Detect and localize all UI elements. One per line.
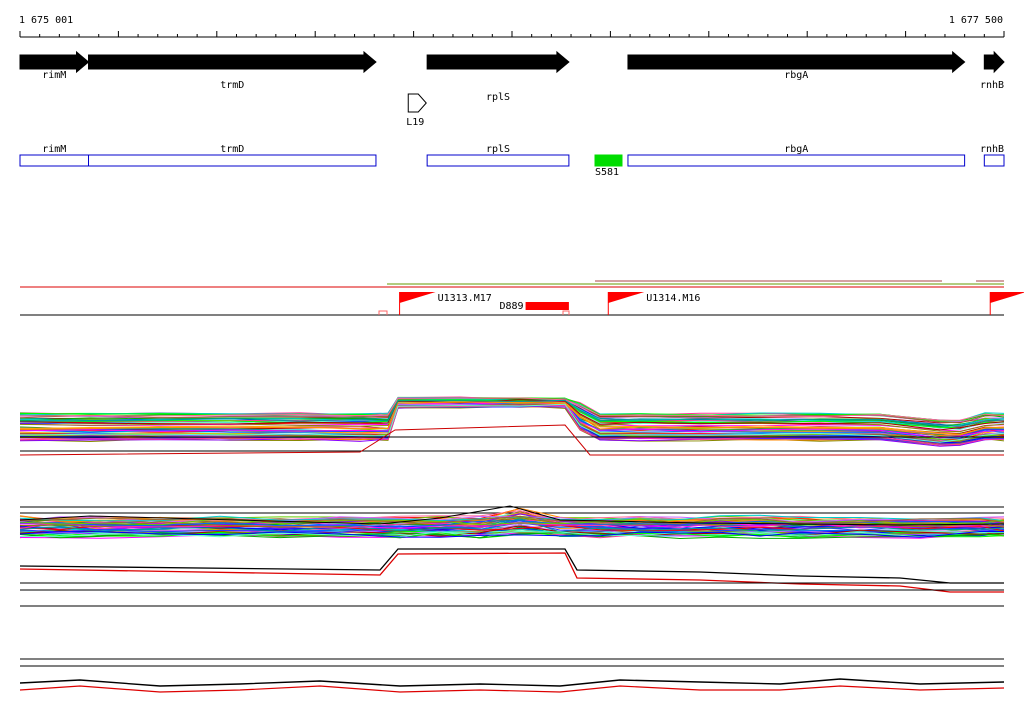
expression-series-line [19, 531, 1004, 538]
expression-track-4[interactable] [19, 658, 1005, 693]
expression-series-line [19, 401, 1005, 439]
expression-series-line [19, 400, 1005, 435]
ruler-start-label: 1 675 001 [19, 15, 73, 26]
ruler-end-label: 1 677 500 [949, 15, 1003, 26]
tu-flag-icon[interactable] [399, 292, 436, 303]
gene-arrow-rnhb[interactable] [983, 50, 1005, 74]
expression-series-line [19, 402, 1005, 440]
tu-flag-icon[interactable] [608, 292, 645, 303]
gene-box-label-rnhb: rnhB [980, 144, 1004, 155]
gene-label-rimm: rimM [42, 70, 66, 81]
expression-series-line [19, 398, 1005, 429]
gene-arrow-rimm[interactable] [19, 50, 90, 74]
expression-track-3[interactable] [20, 582, 1004, 607]
promoter-l19[interactable]: L19 [406, 93, 427, 128]
annotation-mark[interactable] [594, 154, 623, 167]
tu-flag-icon[interactable] [990, 292, 1024, 303]
expression-track-2[interactable] [19, 505, 1005, 593]
gene-box-rbga[interactable] [627, 154, 966, 167]
expr2-red-line [19, 552, 1004, 593]
gene-track[interactable]: rimM trmD rplS rbgA rnhB [19, 50, 1005, 103]
gene-arrow-trmd[interactable] [88, 50, 377, 74]
expression-series-line [19, 403, 1005, 443]
expr4-black-line [19, 678, 1005, 687]
expression-series-line [19, 399, 1005, 427]
annotation-mark-label: S581 [595, 167, 619, 178]
expression-series-line [19, 401, 1005, 437]
coordinate-ruler: 1 675 001 1 677 500 [19, 15, 1005, 38]
expr1-red-line [19, 424, 1004, 456]
expr4-red-line [19, 685, 1005, 693]
tu-small-mark [378, 310, 388, 315]
gene-box-rnhb[interactable] [983, 154, 1005, 167]
expr2-black-upper-line [19, 505, 1005, 526]
tu-small-mark [562, 310, 570, 315]
expression-track-1[interactable] [19, 396, 1005, 456]
ruler-ticks [19, 31, 1005, 37]
gene-box-label-rbga: rbgA [784, 144, 808, 155]
expression-series-line [19, 397, 1005, 421]
deletion-label: D889 [499, 301, 523, 312]
tu-label: U1314.M16 [646, 293, 700, 304]
gene-box-label-trmd: trmD [220, 144, 244, 155]
gene-label-trmd: trmD [220, 80, 244, 91]
promoter-label: L19 [406, 117, 424, 128]
gene-label-rbga: rbgA [784, 70, 808, 81]
expr2-black-line [19, 548, 1004, 584]
expression-series-line [19, 518, 1005, 533]
gene-arrow-rpls[interactable] [426, 50, 570, 74]
promoter-arrow-icon[interactable] [407, 93, 427, 113]
gene-box-track[interactable]: rimM trmD rplS rbgA rnhB S581 [19, 144, 1005, 178]
tu-label: U1313.M17 [438, 293, 492, 304]
gene-label-rpls: rplS [486, 92, 510, 103]
gene-box-label-rimm: rimM [42, 144, 66, 155]
expression-series-line [19, 515, 1005, 523]
expression-series-line [19, 399, 1005, 431]
deletion-bar[interactable] [525, 302, 569, 310]
gene-box-rpls[interactable] [426, 154, 570, 167]
expression-series-line [19, 404, 1005, 446]
expression-series-line [19, 399, 1005, 429]
gene-box-rimm[interactable] [19, 154, 90, 167]
gene-box-label-rpls: rplS [486, 144, 510, 155]
gene-box-trmd[interactable] [88, 154, 377, 167]
gene-arrow-rbga[interactable] [627, 50, 966, 74]
gene-label-rnhb: rnhB [980, 80, 1004, 91]
expression-series-line [19, 530, 1005, 538]
